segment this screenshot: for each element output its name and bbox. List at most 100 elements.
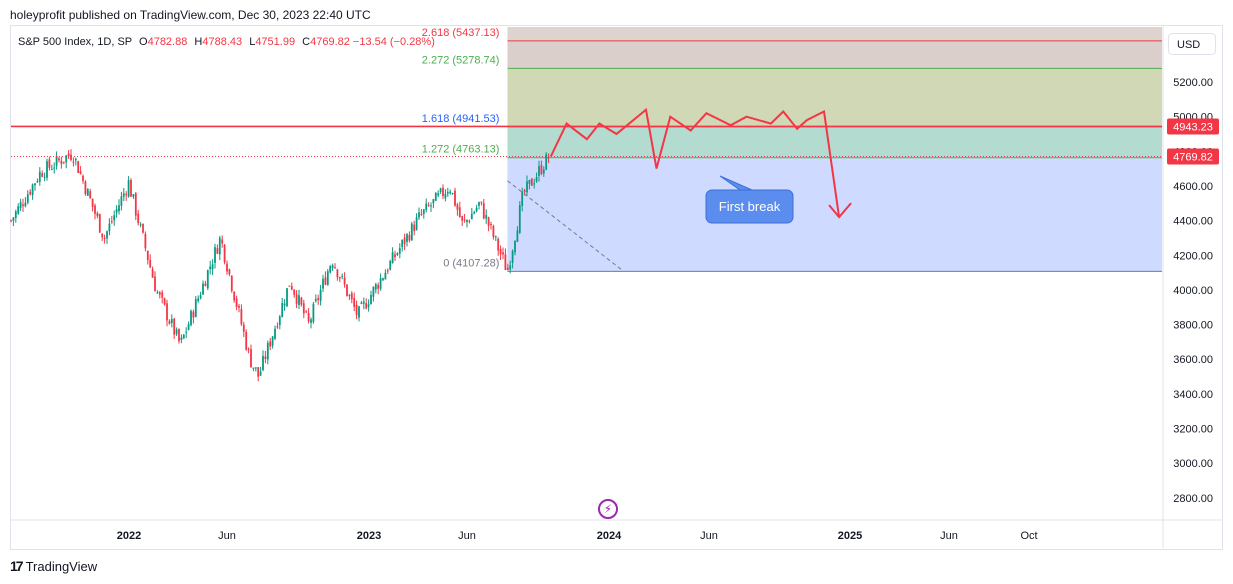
candle-body: [149, 259, 152, 268]
candle-body: [384, 272, 387, 280]
candle-body: [506, 267, 509, 270]
candle-body: [415, 217, 418, 230]
fib-zones: [507, 27, 1162, 272]
candle-body: [422, 209, 425, 214]
candle-body: [358, 306, 360, 318]
fib-label-1: 2.272 (5278.74): [422, 54, 500, 66]
candle-body: [41, 173, 44, 177]
candle-body: [46, 161, 48, 178]
candle-body: [478, 202, 480, 206]
y-tick-label: 3000.00: [1173, 458, 1213, 470]
candle-body: [230, 275, 233, 291]
candle-body: [77, 161, 80, 173]
candle-body: [300, 297, 303, 305]
candle-body: [50, 169, 53, 171]
candle-body: [434, 192, 437, 201]
price-label-text-1: 4769.82: [1173, 152, 1213, 164]
candle-body: [314, 299, 317, 302]
candle-body: [142, 223, 144, 233]
overlays: First break: [11, 107, 1162, 272]
close-label: C: [302, 36, 311, 48]
candle-body: [487, 217, 490, 226]
candle-body: [199, 295, 202, 299]
candle-body: [262, 355, 264, 370]
projection-path: [549, 107, 841, 218]
y-tick-label: 3800.00: [1173, 320, 1213, 332]
high-label: H: [194, 36, 203, 48]
candle-body: [454, 190, 456, 206]
candle-body: [348, 295, 351, 297]
candles: [10, 149, 550, 382]
candle-body: [266, 342, 269, 360]
candle-body: [132, 194, 135, 197]
candle-body: [319, 289, 322, 301]
candle-body: [430, 205, 432, 207]
candle-body: [480, 201, 483, 203]
candle-body: [108, 223, 111, 232]
candle-body: [516, 230, 519, 242]
candle-body: [221, 239, 224, 244]
candle-body: [382, 278, 384, 281]
candle-body: [55, 155, 58, 166]
candle-body: [386, 270, 389, 272]
chart-frame: [10, 25, 1223, 550]
candle-body: [17, 206, 20, 214]
candle-body: [408, 234, 411, 241]
candle-body: [228, 269, 231, 275]
candle-body: [504, 254, 507, 270]
candle-body: [374, 284, 377, 290]
candle-body: [372, 286, 375, 297]
candle-body: [312, 303, 315, 322]
candle-body: [209, 266, 212, 270]
candle-body: [137, 213, 140, 224]
candle-body: [298, 295, 300, 305]
candle-body: [216, 248, 219, 254]
candle-body: [288, 285, 291, 287]
candle-body: [365, 303, 368, 309]
candle-body: [156, 292, 159, 294]
candle-body: [406, 234, 408, 242]
tradingview-brand[interactable]: 17 TradingView: [10, 558, 97, 574]
candle-body: [223, 244, 226, 263]
candle-body: [545, 154, 548, 170]
candle-body: [19, 202, 22, 209]
candle-body: [264, 356, 267, 359]
x-tick-label: Oct: [1020, 530, 1037, 542]
projection-arrowhead: [828, 202, 852, 219]
candle-body: [197, 298, 200, 302]
candle-body: [106, 231, 108, 239]
candle-body: [331, 265, 334, 268]
candle-body: [310, 319, 312, 323]
y-tick-label: 3400.00: [1173, 389, 1213, 401]
change-value: −13.54 (−0.28%): [352, 36, 435, 48]
currency-selector[interactable]: USD: [1168, 33, 1216, 55]
candle-body: [427, 204, 430, 206]
fib-zone-top: [507, 27, 1162, 41]
candle-body: [163, 298, 166, 305]
candle-body: [463, 219, 466, 221]
candle-body: [187, 324, 190, 330]
candle-body: [151, 268, 154, 278]
candle-body: [257, 367, 260, 377]
lightning-icon[interactable]: ⚡: [598, 499, 618, 519]
candle-body: [10, 220, 12, 222]
candle-body: [127, 180, 130, 197]
trend-line: [507, 180, 624, 272]
x-tick-label: 2024: [597, 530, 622, 542]
candle-body: [125, 193, 128, 195]
candle-body: [490, 224, 492, 226]
callout-box: [705, 189, 794, 224]
candle-body: [360, 302, 363, 304]
candle-body: [432, 199, 435, 204]
candle-body: [305, 311, 308, 313]
candle-body: [214, 247, 216, 263]
candle-body: [168, 321, 171, 324]
candle-body: [449, 191, 452, 194]
candle-body: [370, 294, 372, 305]
candle-body: [122, 193, 125, 197]
candle-body: [38, 171, 41, 182]
candle-body: [74, 158, 77, 161]
candle-body: [118, 205, 120, 212]
currency-label: USD: [1177, 39, 1201, 51]
